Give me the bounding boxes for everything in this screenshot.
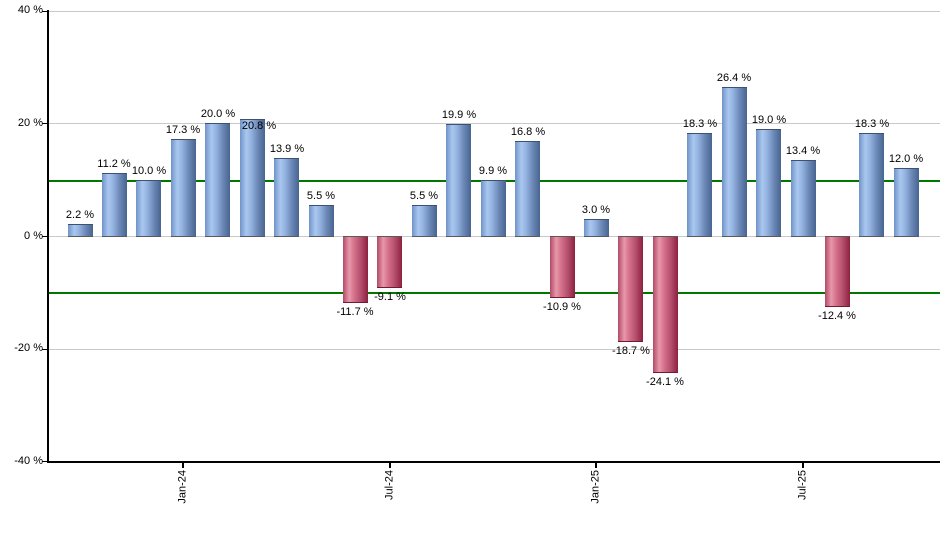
bar bbox=[68, 224, 93, 237]
bar bbox=[550, 236, 575, 298]
bar-value-label: 16.8 % bbox=[510, 126, 546, 138]
bar-value-label: 5.5 % bbox=[306, 190, 336, 202]
bar bbox=[309, 205, 334, 237]
bar-value-label: 13.9 % bbox=[269, 143, 305, 155]
reference-line bbox=[48, 292, 940, 294]
bar bbox=[412, 205, 437, 237]
y-axis-tick bbox=[42, 123, 47, 124]
bar-value-label: 5.5 % bbox=[409, 190, 439, 202]
bar bbox=[825, 236, 850, 307]
bar bbox=[859, 133, 884, 237]
bar-value-label: 11.2 % bbox=[97, 158, 131, 170]
bar bbox=[584, 219, 609, 237]
bar-value-label: 9.9 % bbox=[478, 165, 508, 177]
gridline bbox=[48, 349, 940, 350]
bar-value-label: 3.0 % bbox=[581, 204, 611, 216]
y-axis-tick bbox=[42, 236, 47, 237]
y-axis-line bbox=[47, 10, 49, 463]
x-axis-label: Jan-25 bbox=[589, 470, 602, 504]
bar-value-label: 20.0 % bbox=[200, 108, 236, 120]
bar-value-label: 17.3 % bbox=[165, 124, 201, 136]
bar bbox=[343, 236, 368, 303]
x-axis-label: Jan-24 bbox=[176, 470, 189, 504]
x-axis-label: Jul-25 bbox=[796, 470, 809, 500]
bar bbox=[136, 180, 161, 237]
bar-value-label: 20.8 % bbox=[241, 120, 277, 132]
bar-value-label: -11.7 % bbox=[336, 306, 374, 318]
bar bbox=[756, 129, 781, 237]
x-axis-label: Jul-24 bbox=[383, 470, 396, 500]
bar-value-label: 19.9 % bbox=[441, 109, 477, 121]
bar bbox=[722, 87, 747, 237]
y-axis-label: -40 % bbox=[14, 455, 43, 467]
x-axis-tick bbox=[389, 463, 391, 468]
bar bbox=[446, 124, 471, 237]
bar-value-label: 18.3 % bbox=[682, 118, 718, 130]
bar bbox=[240, 119, 265, 237]
bar bbox=[618, 236, 643, 342]
y-axis-tick bbox=[42, 11, 47, 12]
bar-value-label: 19.0 % bbox=[751, 114, 787, 126]
gridline bbox=[48, 123, 940, 124]
x-axis-tick bbox=[595, 463, 597, 468]
x-axis-tick bbox=[182, 463, 184, 468]
bar bbox=[274, 158, 299, 237]
bar-value-label: 12.0 % bbox=[888, 153, 924, 165]
bar bbox=[791, 160, 816, 237]
y-axis-label: 40 % bbox=[17, 4, 43, 16]
y-axis-label: 20 % bbox=[17, 117, 43, 129]
bar bbox=[515, 141, 540, 237]
bar-value-label: -12.4 % bbox=[818, 310, 856, 322]
bar bbox=[894, 168, 919, 237]
bar-value-label: 10.0 % bbox=[131, 165, 167, 177]
y-axis-tick bbox=[42, 349, 47, 350]
bar bbox=[102, 173, 127, 237]
y-axis-label: 0 % bbox=[24, 230, 43, 242]
bar-value-label: 18.3 % bbox=[854, 118, 890, 130]
bar bbox=[171, 139, 196, 237]
bar bbox=[377, 236, 402, 288]
gridline bbox=[48, 11, 940, 12]
bar-value-label: -24.1 % bbox=[646, 376, 684, 388]
bar bbox=[481, 180, 506, 237]
bar-value-label: -10.9 % bbox=[543, 301, 581, 313]
bar bbox=[687, 133, 712, 237]
bar-value-label: 13.4 % bbox=[785, 145, 821, 157]
x-axis-line bbox=[47, 461, 940, 463]
x-axis-tick bbox=[802, 463, 804, 468]
bar-value-label: 2.2 % bbox=[65, 209, 95, 221]
y-axis-label: -20 % bbox=[14, 342, 43, 354]
bar-value-label: -9.1 % bbox=[374, 291, 406, 303]
y-axis-tick bbox=[42, 461, 47, 462]
bar bbox=[205, 123, 230, 237]
bar-value-label: 26.4 % bbox=[716, 72, 752, 84]
bar-value-label: -18.7 % bbox=[612, 345, 650, 357]
bar bbox=[653, 236, 678, 373]
